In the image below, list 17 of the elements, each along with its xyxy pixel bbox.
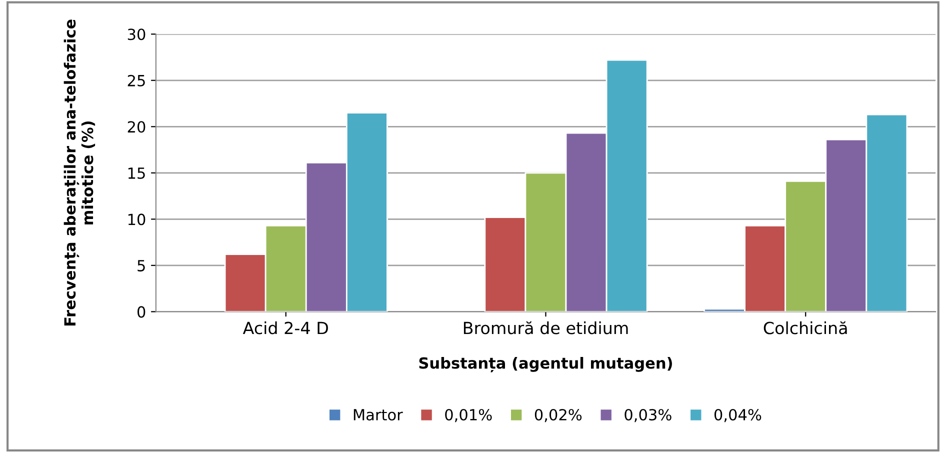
x-tick-label: Colchicină (764, 321, 847, 334)
y-axis-title: Frecvența aberațiilor ana-telofazice mitotice (%) (64, 20, 96, 326)
y-tick-label: 10 (128, 214, 146, 226)
legend-label: 0,01% (445, 408, 492, 422)
legend-label: 0,03% (624, 408, 672, 422)
y-tick-label: 0 (137, 306, 146, 318)
x-tick-label: Acid 2-4 D (242, 321, 328, 334)
y-tick-label: 20 (128, 121, 146, 133)
y-tick-label: 5 (138, 260, 145, 272)
x-tick-label: Bromură de etidium (464, 321, 628, 334)
legend-label: 0,04% (714, 408, 762, 422)
y-tick-label: 25 (128, 74, 145, 86)
y-tick-label: 30 (128, 28, 146, 40)
x-axis-title: Substanța (agentul mutagen) (419, 356, 672, 372)
y-tick-label: 15 (128, 168, 145, 179)
legend-label: Martor (354, 409, 403, 421)
legend-label: 0,02% (534, 408, 582, 422)
